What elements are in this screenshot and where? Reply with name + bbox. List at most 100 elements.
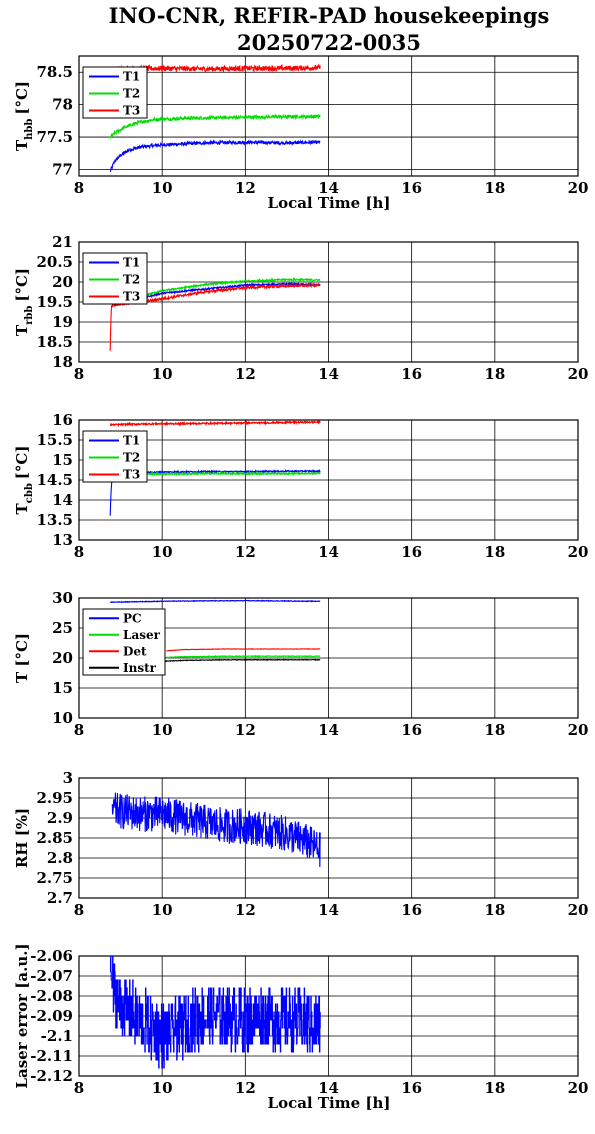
y-tick-label: 2.8	[47, 849, 73, 867]
plot-frame	[78, 597, 579, 719]
x-tick-label: 20	[568, 721, 589, 739]
y-tick-label: -2.07	[30, 967, 73, 985]
x-tick-label: 8	[74, 901, 84, 919]
x-tick-label: 8	[74, 365, 84, 383]
y-tick-label: 2.9	[47, 809, 73, 827]
y-axis-label-main: T [°C]	[13, 633, 31, 683]
y-tick-label: -2.09	[30, 1007, 73, 1025]
x-tick-label: 12	[235, 365, 256, 383]
x-tick-label: 20	[568, 1079, 589, 1097]
legend-label: T3	[123, 104, 140, 118]
y-tick-label: 15	[52, 451, 73, 469]
x-tick-label: 8	[74, 543, 84, 561]
x-tick-label: 16	[401, 543, 422, 561]
x-tick-label: 8	[74, 721, 84, 739]
x-tick-label: 12	[235, 1079, 256, 1097]
legend-label: PC	[123, 611, 142, 625]
y-tick-label: 13.5	[36, 511, 73, 529]
y-tick-label: -2.12	[30, 1067, 73, 1085]
legend: PC Laser Det Instr	[82, 608, 166, 676]
y-axis-label: Laser error [a.u.]	[13, 943, 31, 1088]
y-tick-label: 2.95	[36, 789, 73, 807]
plot-frame	[78, 955, 579, 1077]
x-tick-label: 10	[152, 1079, 173, 1097]
y-tick-label: 2.75	[36, 869, 73, 887]
legend-label: T1	[123, 70, 140, 84]
y-tick-label: 3	[63, 769, 73, 787]
panel-1: 8 10 12 14 16 18 20 77 77.5 78 78.5 Local Time [h] T…	[13, 55, 589, 212]
panel-3: 8 10 12 14 16 18 20 13 13.5 14 14.5 15 15.5 16 Tcbb [°C…	[13, 411, 588, 561]
y-tick-label: 25	[52, 619, 73, 637]
y-tick-label: 18	[52, 353, 73, 371]
y-axis-label-unit: [°C]	[13, 268, 31, 302]
y-tick-label: 14.5	[36, 471, 73, 489]
panel-6: 8 10 12 14 16 18 20 -2.12 -2.11 -2.1 -2.09 -2.08 -2.…	[13, 943, 588, 1112]
y-tick-label: 20	[52, 273, 73, 291]
x-tick-label: 10	[152, 365, 173, 383]
x-tick-label: 14	[318, 365, 339, 383]
y-axis-label-main: T	[13, 502, 31, 514]
legend-label: T2	[123, 451, 140, 465]
y-tick-label: 14	[52, 491, 73, 509]
y-axis-label-subscript: hbb	[24, 119, 35, 140]
x-tick-label: 18	[484, 179, 505, 197]
x-tick-label: 14	[318, 721, 339, 739]
x-tick-label: 14	[318, 179, 339, 197]
legend-label: Laser	[123, 628, 161, 642]
series-laser-line	[153, 654, 321, 659]
x-tick-label: 16	[401, 1079, 422, 1097]
x-tick-label: 16	[401, 901, 422, 919]
x-tick-label: 16	[401, 179, 422, 197]
y-tick-label: 78.5	[36, 63, 73, 81]
x-tick-label: 20	[568, 365, 589, 383]
plot-frame	[78, 241, 579, 363]
series-det-line	[166, 648, 321, 652]
x-tick-label: 10	[152, 179, 173, 197]
y-tick-label: -2.1	[41, 1027, 73, 1045]
legend-label: T1	[123, 434, 140, 448]
x-tick-label: 16	[401, 365, 422, 383]
x-tick-label: 20	[568, 543, 589, 561]
y-tick-label: 19	[52, 313, 73, 331]
x-tick-label: 12	[235, 901, 256, 919]
y-axis-label: Tcbb [°C]	[13, 446, 35, 515]
x-tick-label: 10	[152, 543, 173, 561]
y-tick-label: 2.85	[36, 829, 73, 847]
panel-2: 8 10 12 14 16 18 20 18 18.5 19 19.5 20 20.5 21 Trbb [°C…	[13, 233, 588, 383]
y-tick-label: 30	[52, 589, 73, 607]
y-tick-label: -2.08	[30, 987, 73, 1005]
series-t1-line	[109, 139, 321, 173]
x-tick-label: 18	[484, 721, 505, 739]
y-tick-label: 2.7	[47, 889, 73, 907]
y-tick-label: 16	[52, 411, 73, 429]
figure-subtitle: 20250722-0035	[237, 30, 421, 55]
legend-label: T2	[123, 273, 140, 287]
legend: T1 T2 T3	[82, 66, 148, 119]
y-tick-label: -2.06	[30, 947, 73, 965]
series-line-line	[111, 792, 321, 867]
x-tick-label: 20	[568, 179, 589, 197]
x-tick-label: 12	[235, 721, 256, 739]
figure-title: INO-CNR, REFIR-PAD housekeepings	[109, 3, 550, 28]
y-tick-label: -2.11	[30, 1047, 73, 1065]
legend-label: Det	[123, 644, 147, 658]
x-axis-label: Local Time [h]	[268, 194, 391, 212]
x-tick-label: 14	[318, 1079, 339, 1097]
series-line-line	[109, 956, 321, 1069]
panel-5: 8 10 12 14 16 18 20 2.7 2.75 2.8 2.85 2.9 2.95 3 RH [%…	[13, 769, 588, 919]
y-axis-label-main: Laser error [a.u.]	[13, 943, 31, 1088]
y-axis-label-main: T	[13, 324, 31, 336]
x-tick-label: 10	[152, 721, 173, 739]
legend-label: T3	[123, 290, 140, 304]
legend-label: Instr	[123, 661, 157, 675]
series-t3-line	[109, 420, 321, 428]
legend: T1 T2 T3	[82, 252, 148, 305]
y-axis-label-subscript: cbb	[24, 483, 35, 503]
x-axis-label: Local Time [h]	[268, 1094, 391, 1112]
y-tick-label: 21	[52, 233, 73, 251]
legend-label: T1	[123, 256, 140, 270]
y-axis-label: Trbb [°C]	[13, 268, 35, 336]
y-tick-label: 78	[52, 96, 73, 114]
y-tick-label: 10	[52, 709, 73, 727]
